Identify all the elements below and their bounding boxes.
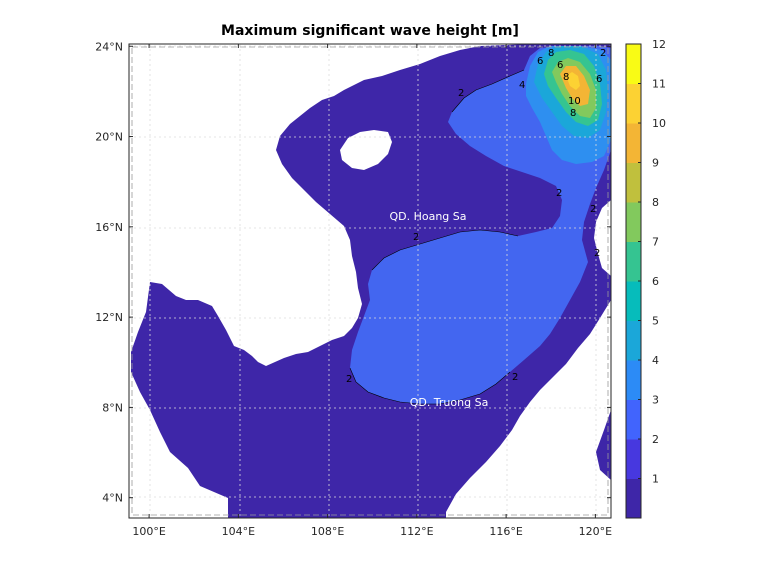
colorbar-segment (626, 320, 641, 361)
colorbar-segment (626, 83, 641, 124)
sea-region-peak (566, 72, 580, 90)
philippines-coast (594, 200, 611, 276)
y-tick-label: 24°N (95, 40, 123, 53)
map-frame (128, 43, 612, 519)
contour-label: 6 (557, 60, 563, 71)
colorbar-tick-label: 11 (652, 78, 666, 91)
x-tick-label: 112°E (400, 525, 433, 538)
chart-title: Maximum significant wave height [m] (221, 23, 519, 39)
contour-label: 8 (548, 48, 554, 59)
y-axis: 24°N 20°N 16°N 12°N 8°N 4°N (95, 40, 611, 505)
contour-label: 2 (413, 232, 419, 243)
contour-label: 8 (563, 72, 569, 83)
colorbar-tick-label: 12 (652, 38, 666, 51)
colorbar-tick-label: 6 (652, 275, 659, 288)
colorbar-tick-label: 9 (652, 157, 659, 170)
colorbar-segment (626, 123, 641, 163)
contour-label: 2 (594, 248, 600, 259)
y-tick-label: 12°N (95, 311, 123, 324)
x-axis: 100°E 104°E 108°E 112°E 116°E 120°E (132, 44, 612, 538)
y-tick-label: 20°N (95, 131, 123, 144)
contour-label: 2 (600, 48, 606, 59)
contour-label: 2 (556, 188, 562, 199)
annotation-truong-sa: QD. Truong Sa (410, 396, 489, 409)
colorbar-segment (626, 360, 641, 400)
x-tick-label: 120°E (579, 525, 612, 538)
contour-label: 2 (346, 374, 352, 385)
colorbar-tick-label: 3 (652, 394, 659, 407)
grid (129, 44, 611, 518)
palawan-borneo-coast (446, 300, 611, 518)
contour-label: 8 (570, 108, 576, 119)
colorbar-tick-label: 1 (652, 473, 659, 486)
colorbar-segment (626, 202, 641, 242)
x-tick-label: 116°E (489, 525, 522, 538)
colorbar-segment (626, 439, 641, 479)
contour-label: 10 (568, 96, 581, 107)
colorbar-segment (626, 162, 641, 203)
contour-label: 6 (596, 74, 602, 85)
x-tick-label: 108°E (311, 525, 344, 538)
contour-labels: 2 2 2 2 2 2 2 2 4 6 6 6 8 8 10 8 (346, 48, 606, 385)
colorbar-tick-label: 10 (652, 117, 666, 130)
colorbar-segment (626, 44, 641, 84)
colorbar-tick-label: 8 (652, 196, 659, 209)
contour-line-2m (349, 69, 525, 405)
x-tick-label: 100°E (132, 525, 165, 538)
y-tick-label: 4°N (102, 492, 123, 505)
contour-label: 6 (537, 56, 543, 67)
y-tick-label: 16°N (95, 221, 123, 234)
x-tick-label: 104°E (222, 525, 255, 538)
map-frame-inner (131, 46, 609, 516)
colorbar-segment (626, 478, 641, 519)
colorbar-tick-label: 5 (652, 315, 659, 328)
y-tick-label: 8°N (102, 401, 123, 414)
contour-label: 2 (590, 204, 596, 215)
colorbar-tick-label: 2 (652, 433, 659, 446)
plot-area (129, 44, 611, 518)
contour-label: 2 (512, 372, 518, 383)
colorbar-tick-label: 4 (652, 354, 659, 367)
sea-region-2-3m (350, 46, 611, 404)
colorbar-tick-label: 7 (652, 236, 659, 249)
colorbar-segment (626, 399, 641, 440)
contour-label: 4 (519, 80, 525, 91)
colorbar-segment (626, 281, 641, 321)
annotation-hoang-sa: QD. Hoang Sa (389, 210, 466, 223)
contour-label: 2 (458, 88, 464, 99)
colorbar-segment (626, 241, 641, 282)
hainan-island (340, 130, 392, 170)
